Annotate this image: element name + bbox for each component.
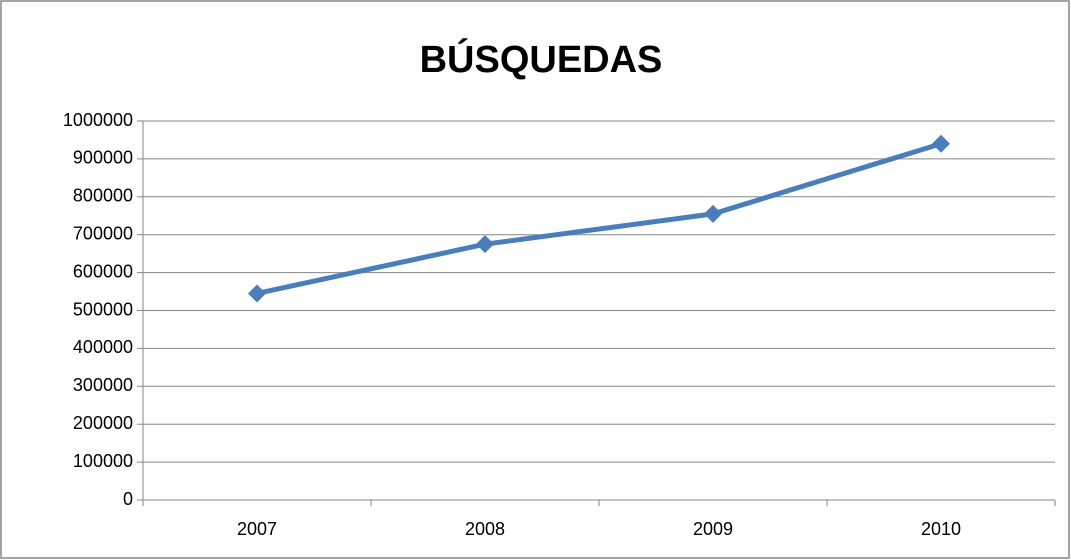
x-tick-label: 2007 [237,519,277,539]
line [256,141,942,296]
marker [476,235,494,254]
marker [932,134,950,153]
y-tick-label: 600000 [73,261,133,281]
x-tick-label: 2009 [693,519,733,539]
x-tick-label: 2010 [921,519,961,539]
y-tick-label: 1000000 [63,110,133,130]
marker [248,284,266,303]
y-tick-label: 900000 [73,148,133,168]
y-tick-label: 0 [123,489,133,509]
chart-title: BÚSQUEDAS [420,37,663,81]
y-tick-label: 300000 [73,375,133,395]
y-tick-label: 700000 [73,223,133,243]
y-tick-label: 800000 [73,186,133,206]
y-tick-label: 100000 [73,451,133,471]
marker [704,204,722,223]
y-tick-label: 500000 [73,299,133,319]
y-tick-label: 200000 [73,413,133,433]
x-tick-label: 2008 [465,519,505,539]
y-tick-label: 400000 [73,337,133,357]
